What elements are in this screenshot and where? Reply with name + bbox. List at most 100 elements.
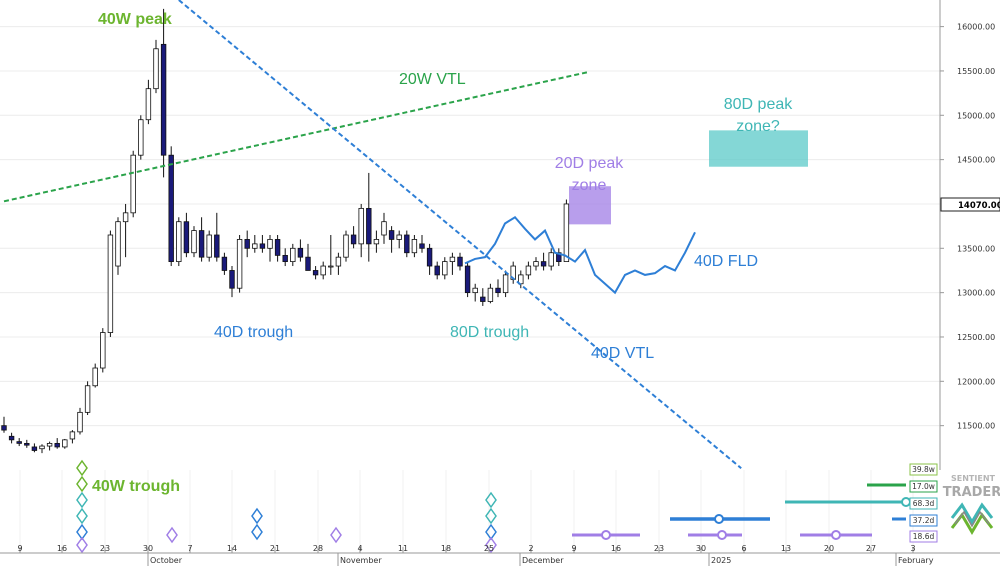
candle-body: [214, 234, 220, 258]
x-tick-label: 30: [696, 544, 706, 553]
x-tick-label: 16: [611, 544, 621, 553]
candle-body: [335, 256, 342, 267]
zone-box: [709, 130, 808, 167]
candle-body: [107, 234, 114, 333]
candle-body: [153, 48, 159, 90]
cycle-trough-diamond: [76, 536, 88, 554]
cycle-trough-diamond: [76, 507, 88, 525]
candle-body: [328, 265, 334, 268]
y-tick-label: 13500.00: [957, 244, 995, 253]
y-tick-label: 15000.00: [957, 111, 995, 120]
x-tick-label: 11: [398, 544, 408, 553]
candle-body: [290, 247, 296, 263]
last-price-box: [940, 197, 1000, 212]
candle-body: [457, 256, 463, 267]
y-tick-label: 12000.00: [957, 377, 995, 386]
candle-body: [442, 261, 448, 276]
candle-body: [77, 411, 83, 433]
candle-body: [487, 287, 494, 302]
x-tick-label: 23: [654, 544, 664, 553]
candle-body: [176, 221, 182, 263]
candle-body: [229, 270, 235, 289]
x-tick-label: 25: [484, 544, 494, 553]
candle-body: [297, 247, 304, 258]
candle-body: [274, 239, 281, 256]
cycle-badge-box: [909, 480, 938, 493]
x-tick-label: 28: [313, 544, 323, 553]
candle-body: [472, 287, 478, 294]
cycle-badge-label: 68.3d: [913, 499, 935, 508]
candle-body: [236, 239, 243, 289]
candle-body: [267, 239, 273, 249]
y-tick-label: 12500.00: [957, 333, 995, 342]
cycle-bar-18d-2-center: [717, 530, 727, 540]
candle-body: [396, 234, 402, 240]
candle-body: [411, 239, 418, 254]
cycle-bar-18d-1-center: [601, 530, 611, 540]
zone-20d-label-line1: 20D peak: [555, 155, 624, 172]
candle-body: [533, 261, 539, 267]
candle-body: [84, 385, 91, 413]
candle-body: [495, 287, 501, 294]
brand-sentient: SENTIENT: [951, 474, 996, 483]
y-tick-label: 11500.00: [957, 422, 995, 431]
x-tick-label: 6: [741, 544, 746, 553]
x-period-label: February: [898, 556, 934, 565]
cycle-trough-diamond: [76, 491, 88, 509]
zone-boxes: [569, 130, 808, 225]
annotation-40w-trough: 40W trough: [92, 478, 180, 495]
cycle-badge-label: 37.2d: [913, 516, 935, 525]
y-tick-label: 13000.00: [957, 289, 995, 298]
candle-body: [350, 234, 357, 245]
candle-body: [381, 221, 387, 236]
candle-body: [130, 154, 136, 214]
cycle-badge-box: [909, 497, 938, 510]
grid-lines: [0, 26, 940, 553]
candle-body: [69, 431, 76, 440]
cycle-badge-box: [909, 530, 938, 543]
vtl-20w-line: [3, 70, 590, 203]
x-tick-label: 2: [528, 544, 533, 553]
x-tick-label: 9: [17, 544, 22, 553]
x-tick-label: 7: [187, 544, 192, 553]
candle-body: [244, 239, 250, 249]
candle-body: [358, 207, 364, 245]
candle-body: [39, 445, 45, 450]
candle-body: [206, 234, 212, 258]
y-tick-label: 15500.00: [957, 67, 995, 76]
candle-body: [1, 425, 7, 431]
candle-body: [320, 265, 326, 276]
candle-body: [62, 439, 68, 448]
cycle-trough-diamond: [330, 526, 342, 544]
x-tick-label: 20: [824, 544, 834, 553]
trend-lines: [3, 0, 742, 469]
candle-body: [502, 274, 509, 294]
candle-body: [540, 261, 547, 267]
candle-body: [434, 265, 440, 276]
candle-body: [198, 230, 205, 258]
candle-body: [419, 243, 425, 249]
cycle-badge-box: [909, 463, 938, 476]
candle-body: [46, 442, 53, 447]
candle-body: [8, 435, 15, 441]
candle-body: [388, 230, 395, 240]
annotation-80d-trough: 80D trough: [450, 324, 529, 341]
candle-body: [343, 234, 349, 258]
candle-body: [259, 243, 266, 249]
candle-body: [92, 367, 98, 387]
candle-body: [145, 88, 152, 121]
candle-body: [221, 256, 228, 271]
candle-body: [449, 256, 456, 263]
x-tick-label: 16: [57, 544, 67, 553]
cycle-badge-box: [909, 514, 938, 527]
candle-body: [16, 441, 22, 444]
candle-body: [54, 442, 60, 448]
candle-body: [24, 442, 30, 446]
x-period-label: December: [522, 556, 564, 565]
x-tick-label: 18: [441, 544, 451, 553]
candle-body: [168, 154, 174, 263]
x-tick-label: 3: [910, 544, 915, 553]
cycle-badge-label: 17.0w: [912, 482, 935, 491]
x-tick-label: 4: [357, 544, 362, 553]
